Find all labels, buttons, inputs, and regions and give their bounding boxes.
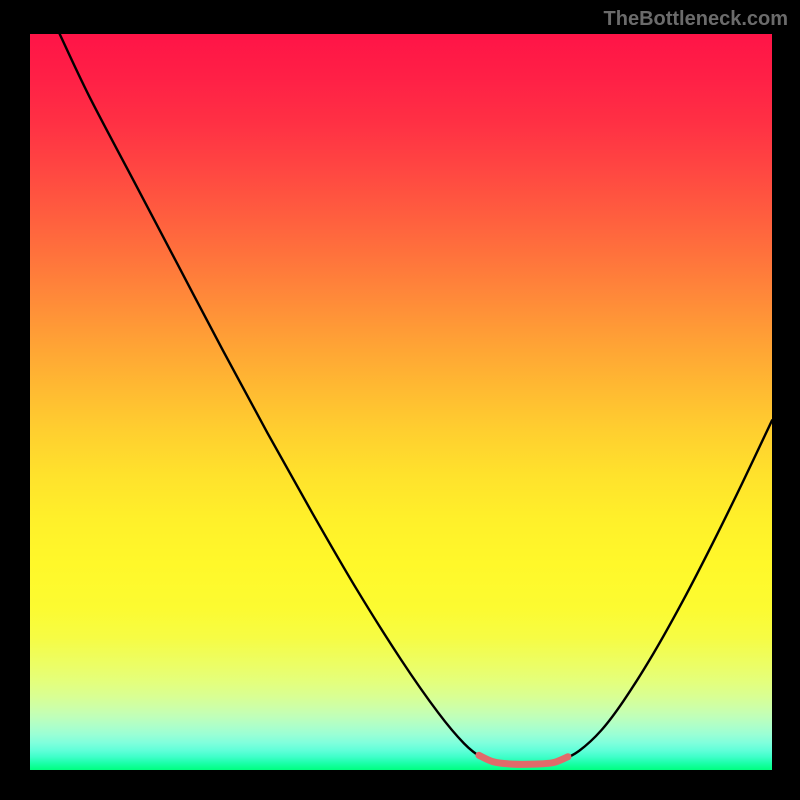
plot-area <box>30 34 772 770</box>
watermark-label: TheBottleneck.com <box>604 8 788 31</box>
curve-layer <box>30 34 772 770</box>
bottleneck-curve <box>60 34 772 765</box>
chart-stage: TheBottleneck.com <box>0 0 800 800</box>
optimal-range-marker <box>479 755 568 764</box>
